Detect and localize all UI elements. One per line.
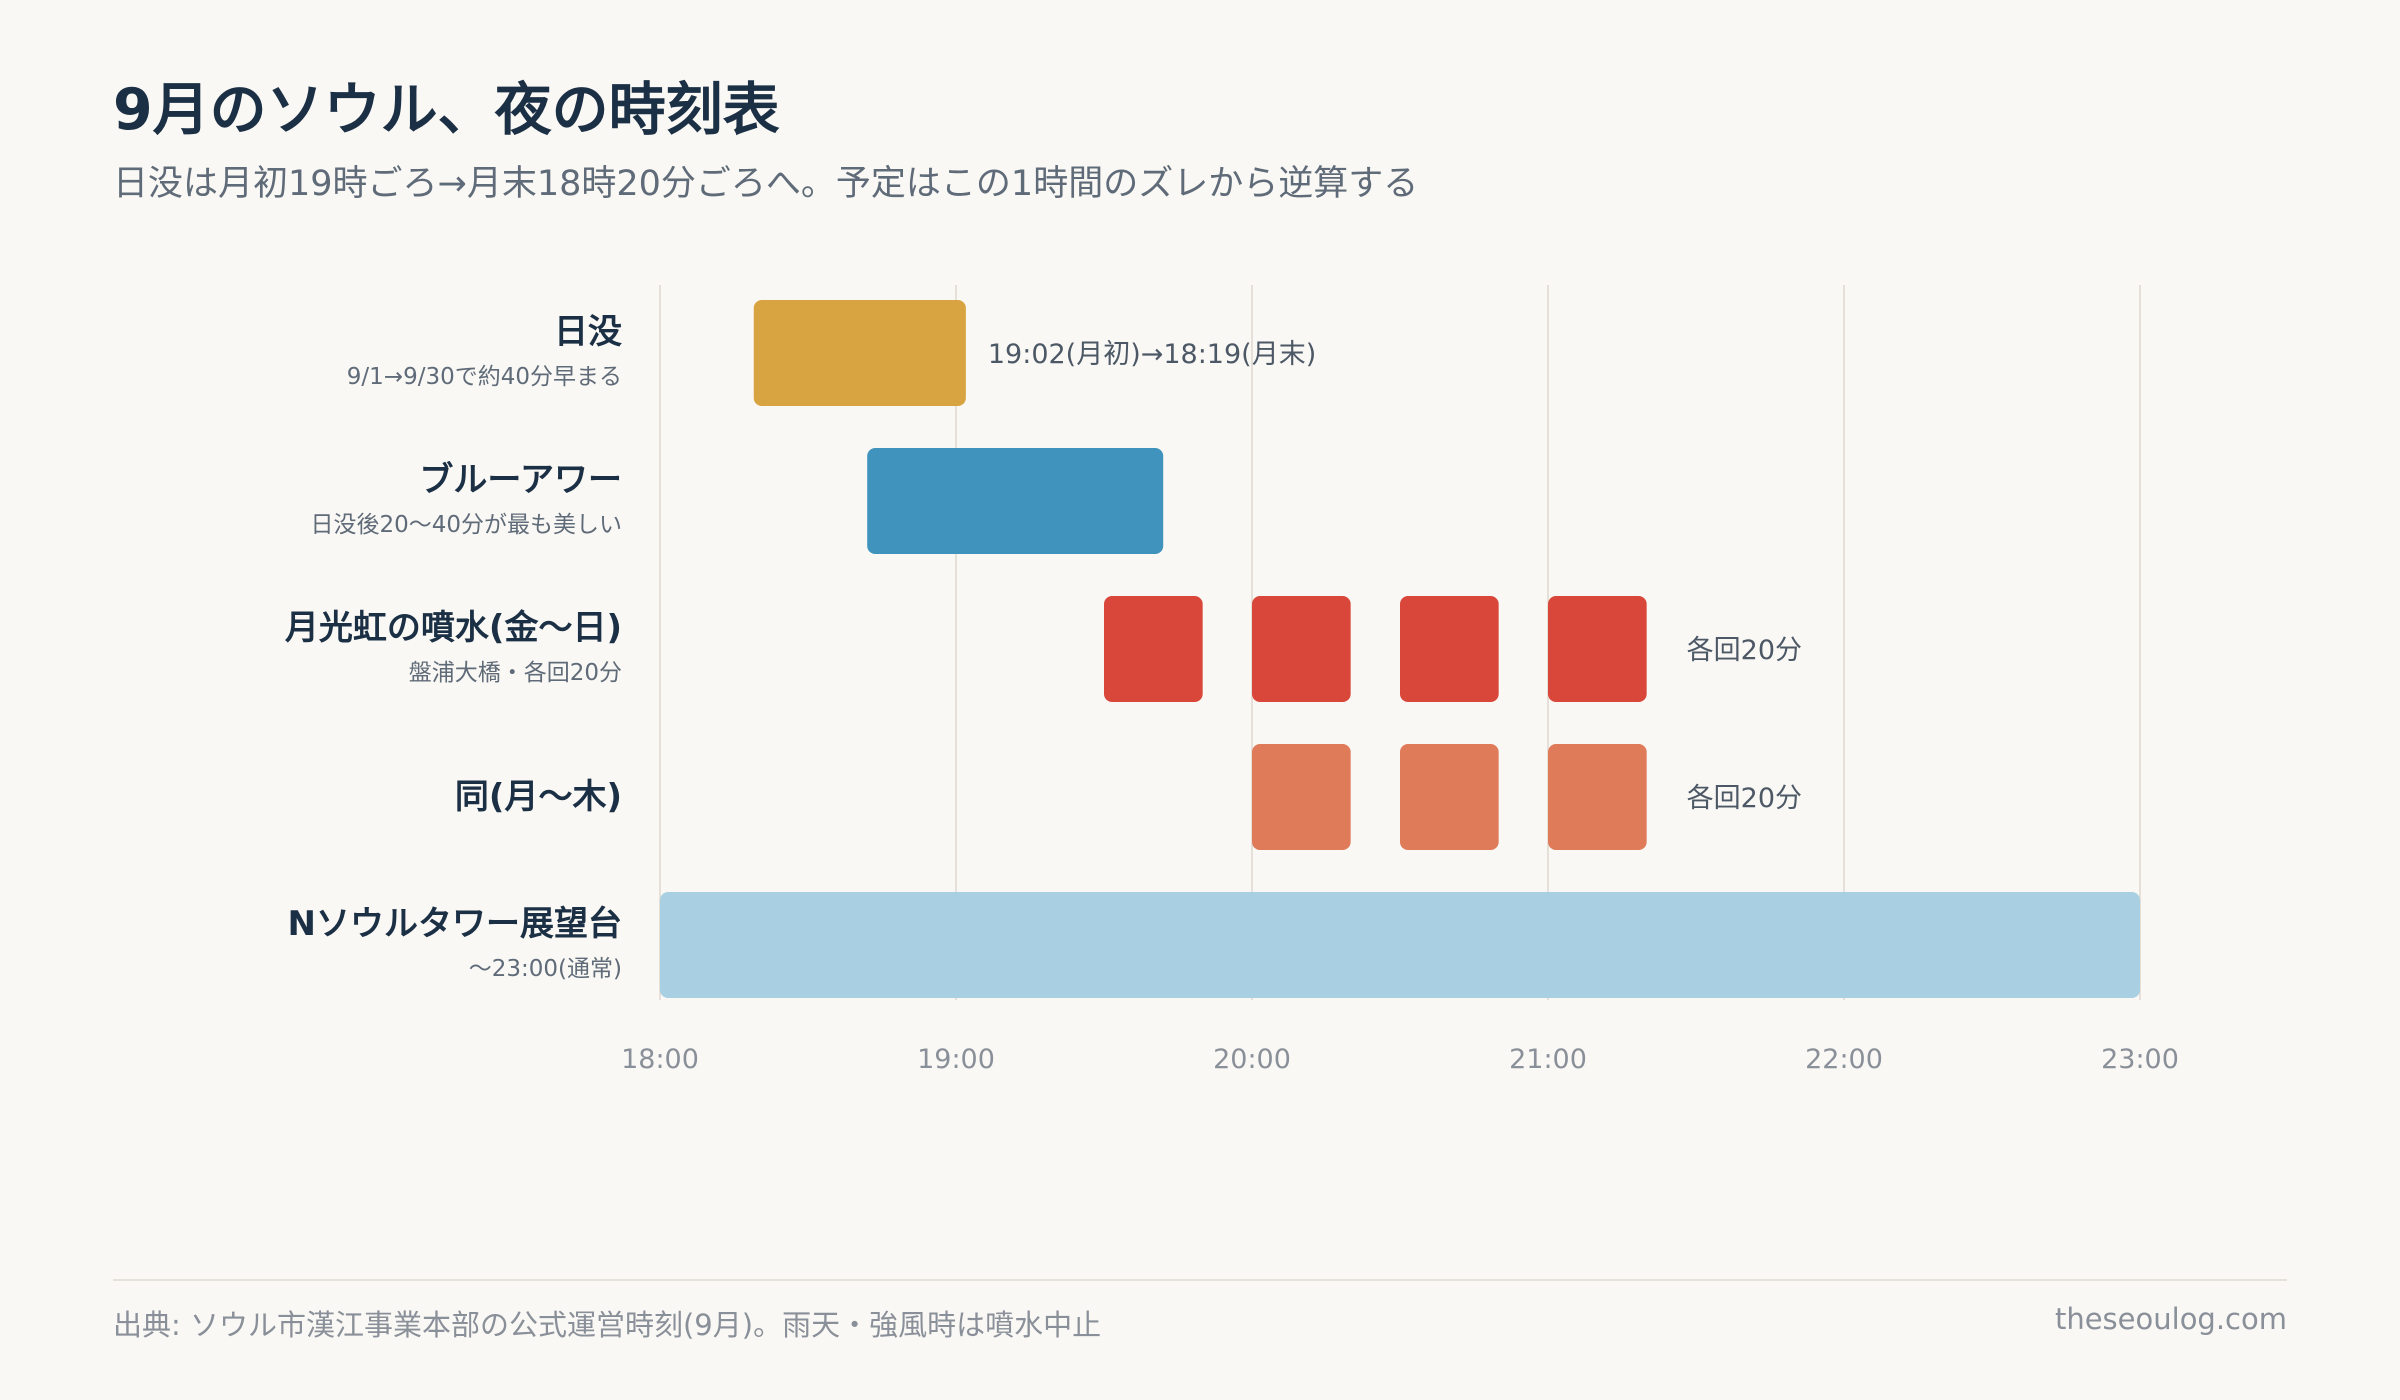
timeline-bar — [1104, 596, 1203, 702]
chart-title: 9月のソウル、夜の時刻表 — [113, 77, 780, 143]
x-tick-label: 18:00 — [621, 1044, 699, 1075]
row-label: Nソウルタワー展望台 — [288, 904, 622, 944]
site-credit[interactable]: theseoulog.com — [2054, 1302, 2287, 1336]
source-note: 出典: ソウル市漢江事業本部の公式運営時刻(9月)。雨天・強風時は噴水中止 — [113, 1308, 1102, 1342]
row-label: 月光虹の噴水(金〜日) — [285, 608, 622, 648]
timeline-bar — [1252, 744, 1351, 850]
timeline-bar — [1252, 596, 1351, 702]
bar-annotation: 各回20分 — [1687, 783, 1802, 814]
row-sublabel: 〜23:00(通常) — [469, 956, 622, 982]
row-sublabel: 盤浦大橋・各回20分 — [409, 660, 622, 686]
bar-annotation: 19:02(月初)→18:19(月末) — [988, 339, 1316, 370]
timeline-bar — [753, 300, 966, 406]
row-sublabel: 日没後20〜40分が最も美しい — [310, 512, 622, 538]
row-label: 日没 — [554, 312, 622, 352]
x-tick-label: 19:00 — [917, 1044, 995, 1075]
timeline-bar — [1400, 744, 1499, 850]
bar-annotation: 各回20分 — [1687, 635, 1802, 666]
timeline-bar — [660, 892, 2140, 998]
x-tick-label: 21:00 — [1509, 1044, 1587, 1075]
timeline-bar — [1400, 596, 1499, 702]
row-sublabel: 9/1→9/30で約40分早まる — [347, 364, 622, 390]
timeline-bar — [1548, 596, 1647, 702]
x-tick-label: 22:00 — [1805, 1044, 1883, 1075]
timeline-bar — [867, 448, 1164, 554]
x-tick-label: 20:00 — [1213, 1044, 1291, 1075]
row-label: ブルーアワー — [419, 460, 622, 500]
x-tick-label: 23:00 — [2101, 1044, 2179, 1075]
timeline-bar — [1548, 744, 1647, 850]
footer-divider — [113, 1279, 2287, 1281]
chart-subtitle: 日没は月初19時ごろ→月末18時20分ごろへ。予定はこの1時間のズレから逆算する — [113, 164, 1419, 204]
row-label: 同(月〜木) — [455, 777, 622, 817]
